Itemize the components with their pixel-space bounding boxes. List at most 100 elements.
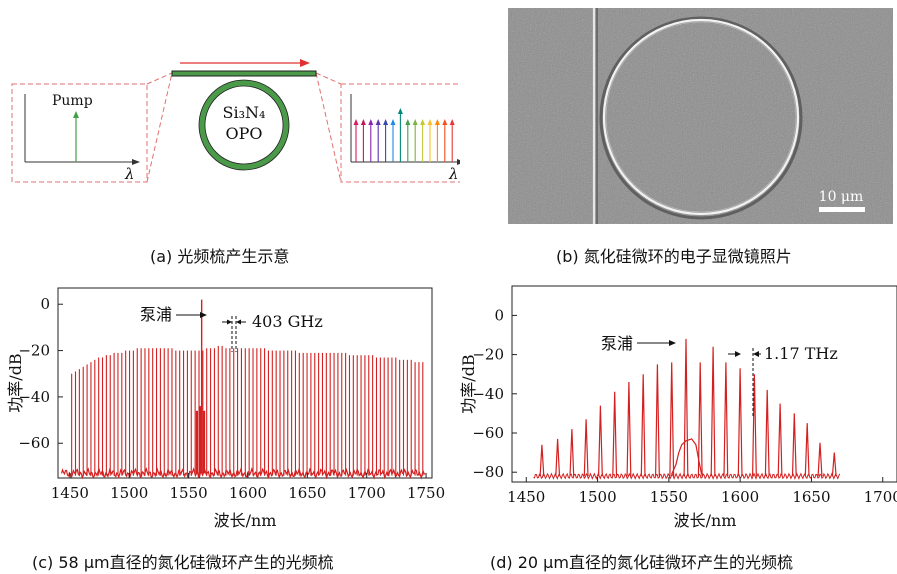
right-inset-axis-arrow — [457, 159, 460, 165]
comb-line — [764, 389, 770, 477]
comb-line — [737, 368, 743, 477]
comb-line-head — [427, 119, 433, 125]
ring-outline-outer — [198, 79, 290, 171]
right-inset-box — [340, 83, 460, 183]
chart-c-pump-annotation: 泵浦 — [140, 305, 172, 324]
chart-c: 1450 1500 1550 1600 1650 1700 1750 0 −20 −40 −60 波… — [6, 287, 445, 530]
comb-line — [539, 444, 545, 477]
comb-line-head — [420, 119, 426, 125]
pump-line-head — [73, 111, 79, 118]
comb-line-head — [390, 119, 396, 125]
x-tick-label: 1700 — [348, 484, 386, 502]
comb-line — [791, 413, 797, 477]
ring-shadow — [599, 16, 803, 220]
chart-d-pump-annotation: 泵浦 — [601, 334, 633, 353]
comb-line — [598, 405, 603, 477]
comb-line — [683, 338, 689, 477]
scale-bar-label: 10 μm — [819, 189, 864, 205]
caption-b: (b) 氮化硅微环的电子显微镜照片 — [556, 247, 792, 266]
chart-d-ylabel: 功率/dB — [459, 354, 478, 413]
x-tick-label: 1600 — [721, 488, 759, 506]
comb-line-head — [368, 119, 374, 125]
caption-a: (a) 光频梳产生示意 — [150, 247, 290, 266]
y-tick-label: −40 — [472, 385, 504, 403]
x-tick-label: 1650 — [288, 484, 326, 502]
pump-background — [671, 438, 703, 475]
comb-line — [569, 429, 575, 477]
chart-c-pump-arrow-head — [200, 312, 207, 318]
comb-line-head — [449, 119, 455, 125]
x-tick-label: 1550 — [170, 484, 208, 502]
chart-d-data — [533, 338, 841, 480]
comb-line — [583, 419, 589, 477]
chart-d: 1450 1500 1550 1600 1650 1700 0 −20 −40 −60 −80 波长… — [459, 285, 897, 530]
x-tick-label: 1750 — [407, 484, 445, 502]
chart-c-plot-area — [57, 287, 433, 479]
ring-outline-inner — [204, 85, 284, 165]
connector-line — [315, 72, 342, 85]
bus-waveguide — [171, 70, 317, 77]
noise-floor — [533, 472, 841, 480]
y-tick-label: −40 — [18, 388, 50, 406]
comb-line — [655, 364, 660, 477]
chart-c-spacing-annotation: 403 GHz — [252, 312, 323, 331]
comb-line-head — [442, 119, 448, 125]
comb-lines — [353, 108, 455, 162]
chart-d-spacing-arrow-head — [735, 351, 741, 357]
chart-d-xlabel: 波长/nm — [674, 511, 737, 530]
connector-line — [315, 72, 342, 183]
lambda-right: λ — [448, 165, 459, 183]
x-tick-label: 1450 — [51, 484, 89, 502]
comb-line — [555, 438, 561, 477]
caption-c: (c) 58 μm直径的氮化硅微环产生的光频梳 — [32, 553, 334, 572]
caption-d: (d) 20 μm直径的氮化硅微环产生的光频梳 — [490, 553, 793, 572]
comb-line-head — [412, 119, 418, 125]
comb-line — [626, 381, 632, 477]
connector-line — [146, 72, 173, 85]
x-tick-label: 1450 — [507, 488, 545, 506]
x-tick-label: 1600 — [229, 484, 267, 502]
comb-line — [777, 403, 783, 477]
left-inset-axis-arrow — [132, 159, 140, 165]
comb-line-head — [397, 108, 403, 114]
chart-c-data — [61, 299, 426, 480]
comb-line — [640, 374, 646, 477]
y-tick-label: −20 — [472, 346, 504, 364]
x-tick-label: 1700 — [864, 488, 897, 506]
lambda-left: λ — [124, 165, 135, 183]
comb-line — [817, 442, 823, 477]
comb-line-head — [383, 119, 389, 125]
x-tick-label: 1500 — [578, 488, 616, 506]
comb-line — [612, 391, 618, 477]
comb-line — [710, 346, 716, 477]
x-tick-label: 1650 — [792, 488, 830, 506]
y-tick-label: −20 — [18, 342, 50, 360]
sem-background — [508, 8, 893, 224]
scale-bar — [819, 207, 865, 212]
chart-c-axes: 1450 1500 1550 1600 1650 1700 1750 0 −20 −40 −60 — [18, 295, 445, 502]
chart-c-ylabel: 功率/dB — [6, 353, 25, 412]
y-tick-label: −80 — [472, 463, 504, 481]
ring-label-material: Si₃N₄ — [223, 103, 266, 122]
comb-line — [804, 423, 810, 477]
comb-line-head — [353, 119, 359, 125]
x-tick-label: 1550 — [650, 488, 688, 506]
y-tick-label: 0 — [494, 306, 504, 324]
chart-c-xlabel: 波长/nm — [214, 511, 277, 530]
chart-d-spacing-annotation: 1.17 THz — [764, 344, 838, 363]
pump-label: Pump — [52, 93, 93, 109]
ring-image-inner-edge — [605, 21, 797, 213]
y-tick-label: −60 — [472, 424, 504, 442]
comb-line — [697, 362, 703, 477]
chart-c-spacing-arrow-head — [236, 319, 241, 325]
x-tick-label: 1500 — [110, 484, 148, 502]
panel-b-sem-image: 10 μm — [508, 8, 893, 224]
chart-d-pump-arrow-head — [669, 340, 676, 346]
chart-d-axes: 1450 1500 1550 1600 1650 1700 0 −20 −40 −60 −80 — [472, 306, 897, 506]
ring-resonator — [199, 80, 289, 170]
comb-line-head — [375, 119, 381, 125]
comb-line — [669, 362, 675, 477]
chart-c-spacing-arrow-head — [227, 319, 232, 325]
comb-line-head — [405, 119, 411, 125]
connector-line — [146, 72, 173, 183]
